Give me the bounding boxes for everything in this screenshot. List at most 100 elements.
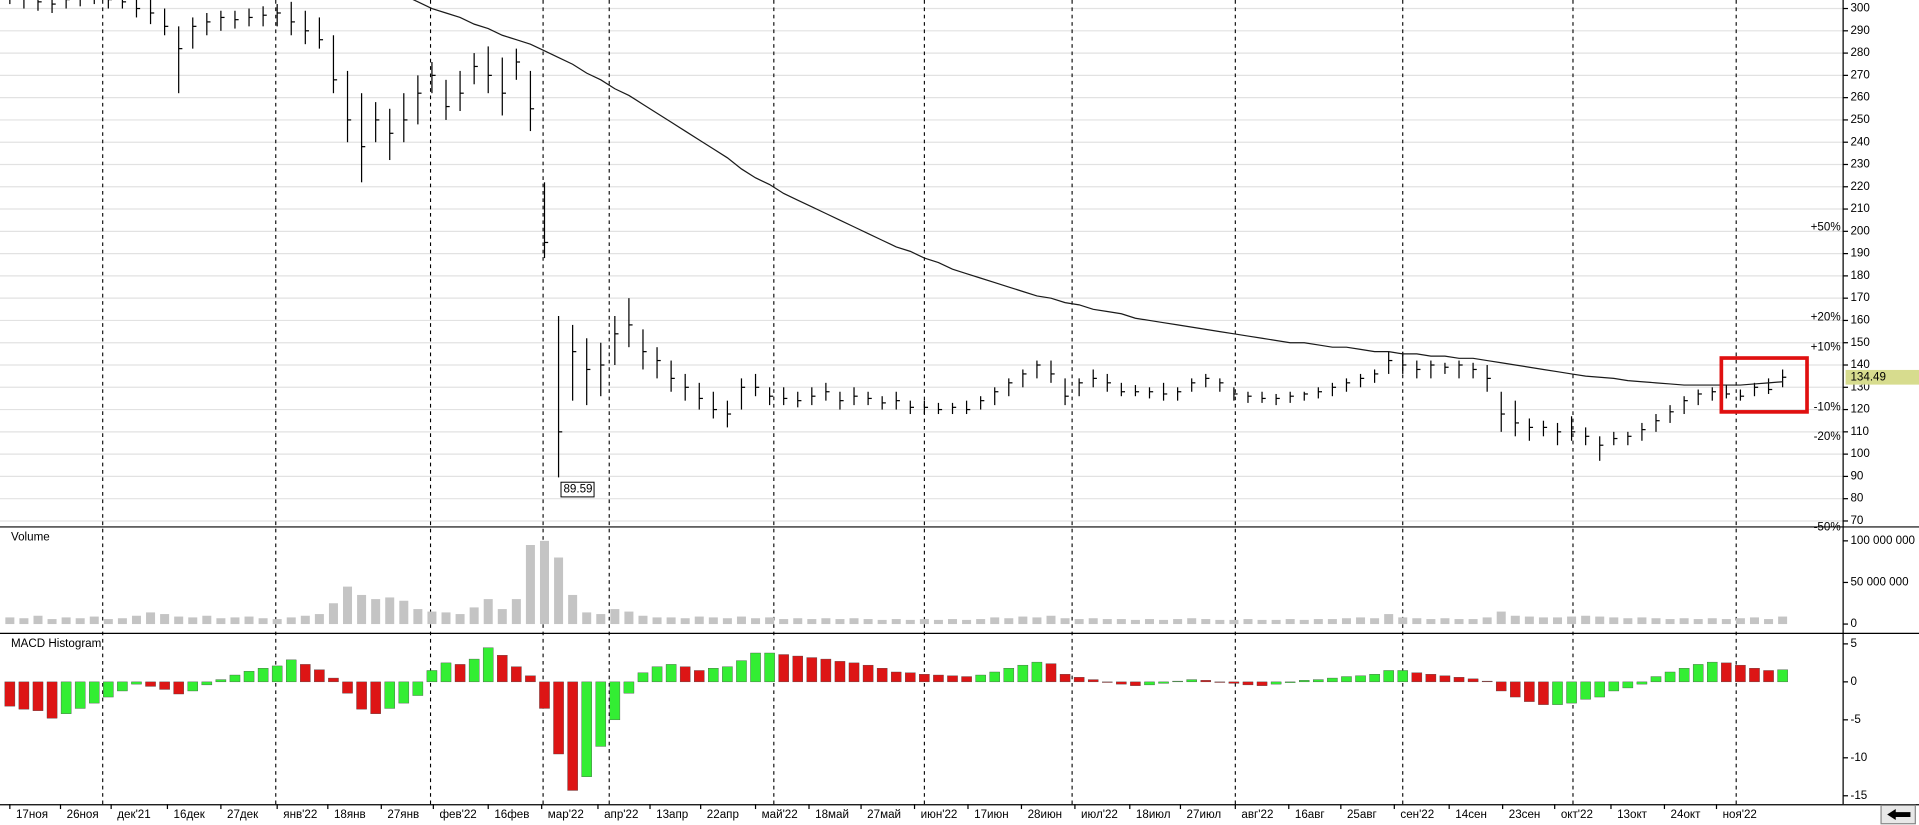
volume-bar bbox=[1721, 619, 1731, 625]
x-tick-label: янв'22 bbox=[283, 808, 317, 821]
highlight-box bbox=[1719, 356, 1809, 414]
x-tick-label: 17июн bbox=[974, 808, 1009, 821]
macd-bar bbox=[426, 670, 438, 683]
macd-bar bbox=[1495, 681, 1507, 692]
volume-bar bbox=[610, 609, 620, 625]
volume-bar bbox=[1046, 615, 1056, 625]
y-tick-label: 230 bbox=[1850, 158, 1869, 171]
volume-bar bbox=[849, 618, 859, 625]
macd-bar bbox=[187, 681, 199, 692]
volume-bar bbox=[652, 617, 662, 625]
y-tick-label: 100 000 000 bbox=[1850, 534, 1915, 547]
volume-bar bbox=[1609, 617, 1619, 625]
volume-bar bbox=[1468, 619, 1478, 625]
macd-bar bbox=[595, 681, 607, 747]
volume-bar bbox=[1341, 618, 1351, 625]
macd-bar bbox=[961, 676, 972, 683]
volume-bar bbox=[1778, 616, 1788, 625]
macd-bar bbox=[1524, 681, 1535, 702]
pane bbox=[4, 647, 1788, 791]
macd-bar bbox=[1580, 681, 1591, 700]
volume-bar bbox=[47, 619, 57, 625]
percent-level-label: +50% bbox=[1811, 221, 1841, 234]
macd-bar bbox=[356, 681, 367, 710]
x-tick-label: 18янв bbox=[334, 808, 366, 821]
volume-bar bbox=[525, 545, 535, 625]
x-tick-label: 27июл bbox=[1187, 808, 1222, 821]
macd-bar bbox=[1355, 675, 1366, 683]
macd-bar bbox=[764, 652, 775, 683]
x-tick-label: фев'22 bbox=[439, 808, 476, 821]
min-price-label: 89.59 bbox=[563, 483, 592, 496]
x-tick-label: 18июл bbox=[1136, 808, 1171, 821]
macd-bar bbox=[454, 664, 466, 683]
volume-bar bbox=[779, 619, 789, 625]
macd-bar bbox=[1763, 670, 1774, 683]
volume-bar bbox=[328, 603, 338, 625]
volume-bar bbox=[1553, 617, 1563, 625]
x-tick-label: 13окт bbox=[1617, 808, 1648, 821]
data-layer bbox=[4, 0, 1788, 791]
volume-bar bbox=[708, 617, 718, 625]
volume-bar bbox=[19, 618, 29, 625]
volume-bar bbox=[680, 618, 690, 625]
macd-bar bbox=[145, 681, 156, 687]
y-tick-label: 210 bbox=[1850, 202, 1869, 215]
macd-bar bbox=[1073, 677, 1085, 683]
volume-bar bbox=[1004, 618, 1014, 625]
volume-bar bbox=[1482, 617, 1492, 625]
macd-bar bbox=[1158, 681, 1169, 684]
macd-bar bbox=[1228, 681, 1240, 684]
macd-bar bbox=[933, 674, 944, 683]
macd-bar bbox=[876, 668, 888, 683]
macd-bar bbox=[1299, 680, 1310, 683]
volume-bar bbox=[216, 618, 226, 625]
macd-bar bbox=[1172, 680, 1183, 683]
x-tick-label: окт'22 bbox=[1561, 808, 1593, 821]
macd-bar bbox=[89, 681, 100, 704]
macd-bar bbox=[989, 671, 1000, 683]
macd-bar bbox=[750, 652, 761, 683]
volume-bar bbox=[863, 619, 873, 625]
x-tick-label: 16дек bbox=[174, 808, 206, 821]
volume-bar bbox=[1243, 619, 1253, 625]
macd-bar bbox=[229, 674, 241, 683]
macd-bar bbox=[1087, 679, 1099, 683]
volume-bar bbox=[1299, 619, 1309, 625]
x-tick-label: 16фев bbox=[494, 808, 529, 821]
macd-bar bbox=[1749, 668, 1760, 683]
macd-bar bbox=[1411, 672, 1423, 683]
volume-bar bbox=[497, 609, 507, 625]
macd-bar bbox=[468, 658, 480, 683]
x-tick-label: апр'22 bbox=[604, 808, 638, 821]
volume-bar bbox=[1173, 619, 1183, 625]
volume-bar bbox=[891, 619, 901, 625]
volume-bar bbox=[1032, 617, 1042, 625]
percent-level-label: -20% bbox=[1814, 430, 1841, 443]
volume-bar bbox=[5, 617, 15, 625]
macd-bar bbox=[947, 675, 958, 683]
macd-bar bbox=[1270, 681, 1282, 685]
macd-bar bbox=[1678, 668, 1690, 683]
y-tick-label: 140 bbox=[1850, 358, 1869, 371]
volume-bar bbox=[1356, 617, 1366, 625]
y-tick-label: 260 bbox=[1850, 91, 1869, 104]
volume-bar bbox=[300, 615, 310, 625]
macd-bar bbox=[384, 681, 395, 709]
volume-bar bbox=[1074, 619, 1084, 625]
volume-bar bbox=[427, 611, 437, 625]
volume-bar bbox=[1327, 619, 1337, 625]
x-tick-label: июн'22 bbox=[921, 808, 958, 821]
macd-bar bbox=[736, 660, 747, 683]
x-tick-label: 24окт bbox=[1671, 808, 1702, 821]
macd-bar bbox=[1510, 681, 1521, 698]
macd-bar bbox=[1636, 681, 1648, 685]
macd-bar bbox=[243, 671, 255, 683]
volume-bar bbox=[1440, 618, 1450, 625]
macd-bar bbox=[708, 668, 719, 683]
volume-bar bbox=[441, 612, 451, 625]
volume-bar bbox=[413, 609, 423, 625]
percent-level-label: -50% bbox=[1814, 520, 1841, 533]
y-tick-label: 110 bbox=[1850, 425, 1869, 438]
